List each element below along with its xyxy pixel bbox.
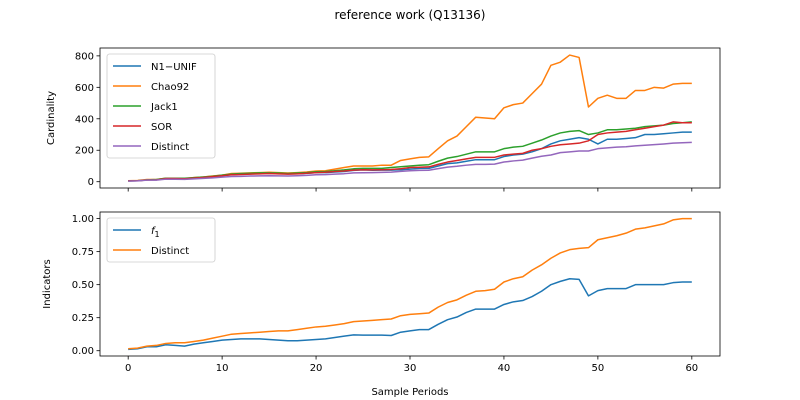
legend-label: Jack1 — [150, 102, 178, 113]
series-line-0 — [128, 277, 692, 351]
x-tick-label: 20 — [310, 363, 323, 374]
y-tick-label: 600 — [75, 83, 94, 94]
legend-label: SOR — [151, 122, 172, 133]
legend-box — [106, 217, 216, 263]
x-tick-label: 40 — [498, 363, 511, 374]
x-tick-label: 0 — [125, 363, 131, 374]
y-tick-label: 0.25 — [72, 313, 94, 324]
y-tick-label: 0 — [88, 177, 94, 188]
x-tick-label: 30 — [404, 363, 417, 374]
legend-label-main: f — [151, 226, 156, 237]
legend-label: Distinct — [151, 246, 189, 257]
x-tick-label: 50 — [592, 363, 605, 374]
legend: f1 Distinct — [106, 217, 216, 263]
y-tick-label: 200 — [75, 146, 94, 157]
series-line-3 — [128, 121, 692, 182]
bottom-axes: 0 10 20 30 40 50 60 0.00 0.25 0.50 0.75 1.00 Indicat… — [42, 211, 721, 398]
legend-label: f1 — [151, 226, 160, 239]
y-axis-label: Cardinality — [46, 91, 57, 145]
legend-label: Chao92 — [151, 82, 189, 93]
series-line-1 — [128, 217, 692, 350]
y-tick-label: 400 — [75, 114, 94, 125]
x-axis-label: Sample Periods — [371, 387, 448, 398]
legend-box — [106, 53, 216, 159]
y-tick-label: 0.75 — [72, 247, 94, 258]
y-tick-label: 800 — [75, 51, 94, 62]
y-tick-label: 0.00 — [72, 346, 94, 357]
series-line-4 — [128, 141, 692, 182]
y-tick-label: 0.50 — [72, 280, 94, 291]
figure-title: reference work (Q13136) — [335, 8, 486, 22]
legend-label: Distinct — [151, 142, 189, 153]
legend-label-subscript: 1 — [155, 230, 160, 239]
legend: N1−UNIF Chao92 Jack1 SOR Distinct — [106, 53, 216, 159]
x-tick-label: 60 — [685, 363, 698, 374]
y-axis-label: Indicators — [42, 259, 53, 308]
y-tick-label: 1.00 — [72, 214, 94, 225]
top-axes: 0 200 400 600 800 Cardinality N1−UNIF Chao92 Jac… — [46, 47, 721, 192]
legend-label: N1−UNIF — [151, 62, 197, 73]
x-tick-label: 10 — [216, 363, 229, 374]
